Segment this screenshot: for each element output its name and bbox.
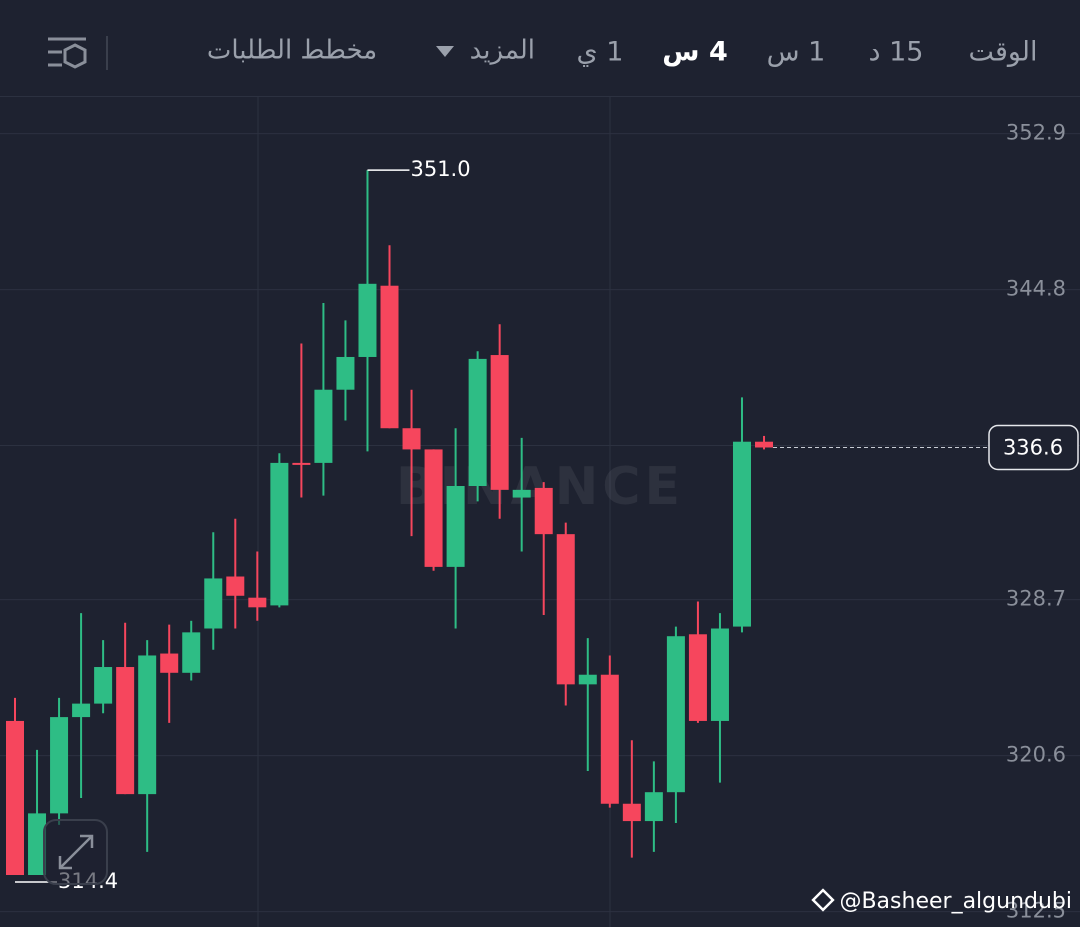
- candle-body: [446, 486, 465, 567]
- candle-body: [578, 674, 597, 685]
- timeframe-tab[interactable]: الوقت: [968, 37, 1037, 68]
- timeframe-tab[interactable]: 15 د: [869, 37, 924, 68]
- timeframe-tab[interactable]: 1 ي: [577, 37, 624, 68]
- last-price-box: [988, 424, 1079, 471]
- candle-body: [270, 462, 289, 606]
- candle-body: [204, 578, 223, 629]
- candle-body: [160, 653, 179, 673]
- y-tick-label: 320.6: [1006, 743, 1066, 767]
- candle-body: [556, 534, 575, 685]
- candle-body: [490, 355, 509, 490]
- candle-body: [314, 389, 333, 463]
- candle-body: [116, 667, 135, 795]
- candle-body: [6, 720, 24, 876]
- candle-body: [622, 803, 641, 822]
- candle-body: [380, 285, 399, 429]
- y-tick-label: 344.8: [1006, 277, 1066, 301]
- candle-body: [512, 489, 531, 498]
- expand-button[interactable]: [43, 819, 108, 885]
- candle-body: [72, 703, 91, 718]
- candle-body: [688, 634, 707, 721]
- candle-body: [402, 428, 421, 450]
- more-caret[interactable]: [436, 46, 454, 57]
- candle-body: [226, 576, 245, 596]
- annotation-label: 351.0: [410, 157, 470, 181]
- candle-body: [28, 813, 47, 876]
- candle-body: [94, 667, 113, 704]
- candle-body: [424, 449, 443, 567]
- candle-body: [248, 597, 267, 608]
- timeframe-tab[interactable]: 1 س: [767, 37, 826, 68]
- candle-body: [292, 462, 311, 465]
- candle-body: [644, 792, 663, 822]
- settings-icon[interactable]: [48, 37, 87, 69]
- credit: @Basheer_algundubi: [839, 889, 1072, 914]
- y-tick-label: 352.9: [1006, 121, 1066, 145]
- candle-body: [138, 655, 157, 795]
- candle-body: [358, 283, 377, 357]
- chart: 352.9344.8336.7328.7320.6312.5BINANCE351…: [0, 97, 1080, 927]
- timeframe-tab[interactable]: 4 س: [662, 37, 727, 68]
- y-tick-label: 312.5: [1006, 899, 1066, 923]
- candle-body: [710, 628, 729, 721]
- last-price-label: 336.6: [1003, 435, 1063, 459]
- y-tick-label: 328.7: [1006, 587, 1066, 611]
- candle-body: [600, 674, 619, 804]
- candle-body: [666, 636, 685, 793]
- candle-body: [50, 717, 69, 814]
- candle-body: [182, 632, 201, 673]
- credit-logo: [811, 888, 835, 912]
- more-menu[interactable]: المزيد: [470, 36, 535, 66]
- candle-body: [468, 358, 487, 487]
- candle-body: [336, 356, 355, 390]
- candle-body: [732, 441, 751, 627]
- depth-chart-tab[interactable]: مخطط الطلبات: [207, 36, 377, 66]
- candle-body: [534, 487, 553, 535]
- candle-body: [755, 441, 774, 448]
